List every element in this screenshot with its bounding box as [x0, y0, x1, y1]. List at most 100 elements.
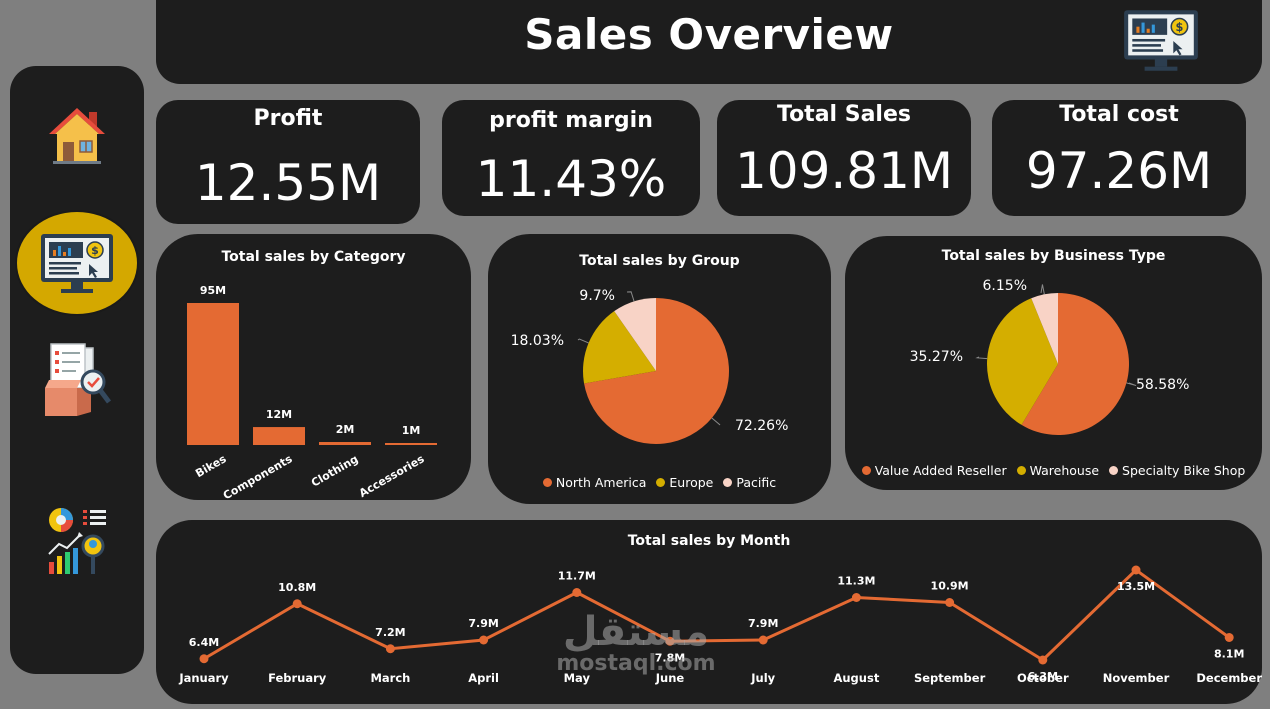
svg-text:$: $ [1176, 21, 1184, 34]
nav-home[interactable] [10, 102, 144, 170]
x-axis-tick-label: March [370, 671, 410, 685]
kpi-card-profit-margin: profit margin 11.43% [442, 100, 700, 216]
point-value-label: 7.8M [655, 651, 685, 664]
bar-value-label: 1M [402, 424, 421, 437]
pie-slice-value-added-reseller[interactable] [1021, 293, 1129, 435]
kpi-label: Total Sales [776, 102, 911, 127]
bar-chart-category: 95M Bikes 12M Components 2M Clothing 1M Accesso… [187, 284, 437, 500]
home-icon [49, 108, 105, 164]
point-value-label: 11.3M [837, 575, 875, 588]
pie-slice-europe[interactable] [583, 311, 656, 384]
bar-clothing[interactable] [319, 442, 371, 445]
pie-value-label: 9.7% [579, 288, 615, 304]
bar-accessories[interactable] [385, 443, 437, 445]
point-value-label: 10.9M [931, 580, 969, 593]
legend-item[interactable]: Specialty Bike Shop [1109, 463, 1245, 478]
x-axis-tick-label: February [268, 671, 327, 685]
x-axis-tick-label: July [750, 671, 775, 685]
line-point[interactable] [199, 654, 209, 664]
line-point[interactable] [945, 598, 955, 607]
nav-inventory[interactable] [10, 342, 144, 422]
bar-components[interactable] [253, 427, 305, 445]
point-value-label: 6.3M [1028, 670, 1058, 683]
legend-item[interactable]: Europe [656, 475, 713, 490]
chart-legend-business-type: Value Added Reseller Warehouse Specialty… [845, 463, 1262, 478]
chart-title: Total sales by Business Type [941, 248, 1166, 264]
pie-slice-specialty-bike-shop[interactable] [1031, 293, 1058, 364]
pie-value-label: 6.15% [983, 278, 1027, 294]
legend-dot [1016, 466, 1026, 475]
chart-legend-group: North America Europe Pacific [488, 475, 831, 490]
kpi-value: 97.26M [1025, 142, 1213, 200]
x-axis-tick-label: August [833, 671, 879, 685]
bar-value-label: 2M [336, 423, 355, 436]
point-value-label: 8.1M [1214, 648, 1244, 661]
point-value-label: 13.5M [1117, 580, 1155, 593]
pie-chart-business-type: 58.58% 35.27% 6.15% [910, 278, 1189, 435]
pie-value-label: 72.26% [735, 418, 788, 434]
legend-dot [861, 466, 871, 475]
pie-value-label: 35.27% [910, 349, 963, 365]
pie-value-label: 58.58% [1136, 377, 1189, 393]
point-value-label: 7.9M [468, 617, 498, 630]
sidebar-nav: $ [10, 66, 144, 674]
legend-dot [656, 478, 666, 487]
nav-dashboard[interactable]: $ [10, 210, 144, 316]
bar-bikes[interactable] [187, 303, 239, 445]
legend-label: Europe [669, 475, 714, 490]
kpi-value: 12.55M [194, 154, 382, 212]
line-point[interactable] [851, 593, 861, 602]
bar-category-label: Clothing [309, 452, 361, 489]
pie-leader-line [1126, 382, 1137, 387]
line-point[interactable] [385, 644, 395, 654]
dashboard-monitor-icon: $ [1124, 10, 1198, 71]
x-axis-tick-label: December [1196, 671, 1262, 685]
line-point[interactable] [758, 635, 768, 645]
x-axis-tick-label: September [914, 671, 986, 685]
pie-leader-line [975, 356, 988, 360]
line-point[interactable] [1038, 655, 1048, 665]
legend-item[interactable]: North America [542, 475, 647, 490]
kpi-label: Total cost [1059, 102, 1179, 127]
chart-title: Total sales by Month [627, 533, 791, 549]
line-point[interactable] [1224, 633, 1234, 642]
pie-leader-line [626, 291, 635, 302]
chart-card-month: Total sales by Month 6.4M January 10.8M Feb… [156, 520, 1262, 704]
kpi-card-profit: Profit 12.55M [156, 100, 420, 224]
kpi-value: 11.43% [475, 150, 667, 208]
pie-slice-north-america[interactable] [584, 298, 729, 444]
chart-title: Total sales by Category [221, 249, 406, 265]
nav-active-highlight: $ [15, 210, 139, 316]
line-point[interactable] [1131, 565, 1141, 575]
pie-slice-pacific[interactable] [614, 298, 656, 371]
legend-item[interactable]: Warehouse [1016, 463, 1099, 478]
line-point[interactable] [665, 636, 675, 646]
x-axis-tick-label: April [468, 671, 499, 685]
inventory-checklist-icon [45, 343, 111, 416]
line-point[interactable] [479, 635, 489, 645]
legend-item[interactable]: Pacific [723, 475, 776, 490]
chart-card-category: Total sales by Category 95M Bikes 12M Compo… [156, 234, 471, 500]
point-value-label: 7.9M [748, 617, 778, 630]
x-axis-tick-label: June [655, 671, 685, 685]
pie-leader-line [577, 338, 589, 344]
legend-label: Pacific [736, 475, 777, 490]
kpi-card-total-sales: Total Sales 109.81M [717, 100, 971, 216]
point-value-label: 11.7M [558, 570, 596, 583]
legend-label: North America [555, 475, 647, 490]
line-point[interactable] [292, 599, 302, 609]
point-value-label: 6.4M [189, 636, 219, 649]
legend-dot [542, 478, 552, 487]
x-axis-tick-label: October [1017, 671, 1069, 685]
page-title: Sales Overview [524, 10, 894, 59]
nav-analytics[interactable] [10, 502, 144, 578]
pie-slice-warehouse[interactable] [987, 298, 1058, 425]
header-bar: Sales Overview $ [156, 0, 1262, 84]
bar-category-label: Bikes [193, 452, 229, 480]
point-value-label: 7.2M [375, 626, 405, 639]
legend-item[interactable]: Value Added Reseller [861, 463, 1007, 478]
line-point[interactable] [572, 588, 582, 597]
kpi-label: Profit [253, 106, 323, 131]
kpi-label: profit margin [489, 108, 653, 133]
bar-category-label: Components [221, 452, 295, 500]
